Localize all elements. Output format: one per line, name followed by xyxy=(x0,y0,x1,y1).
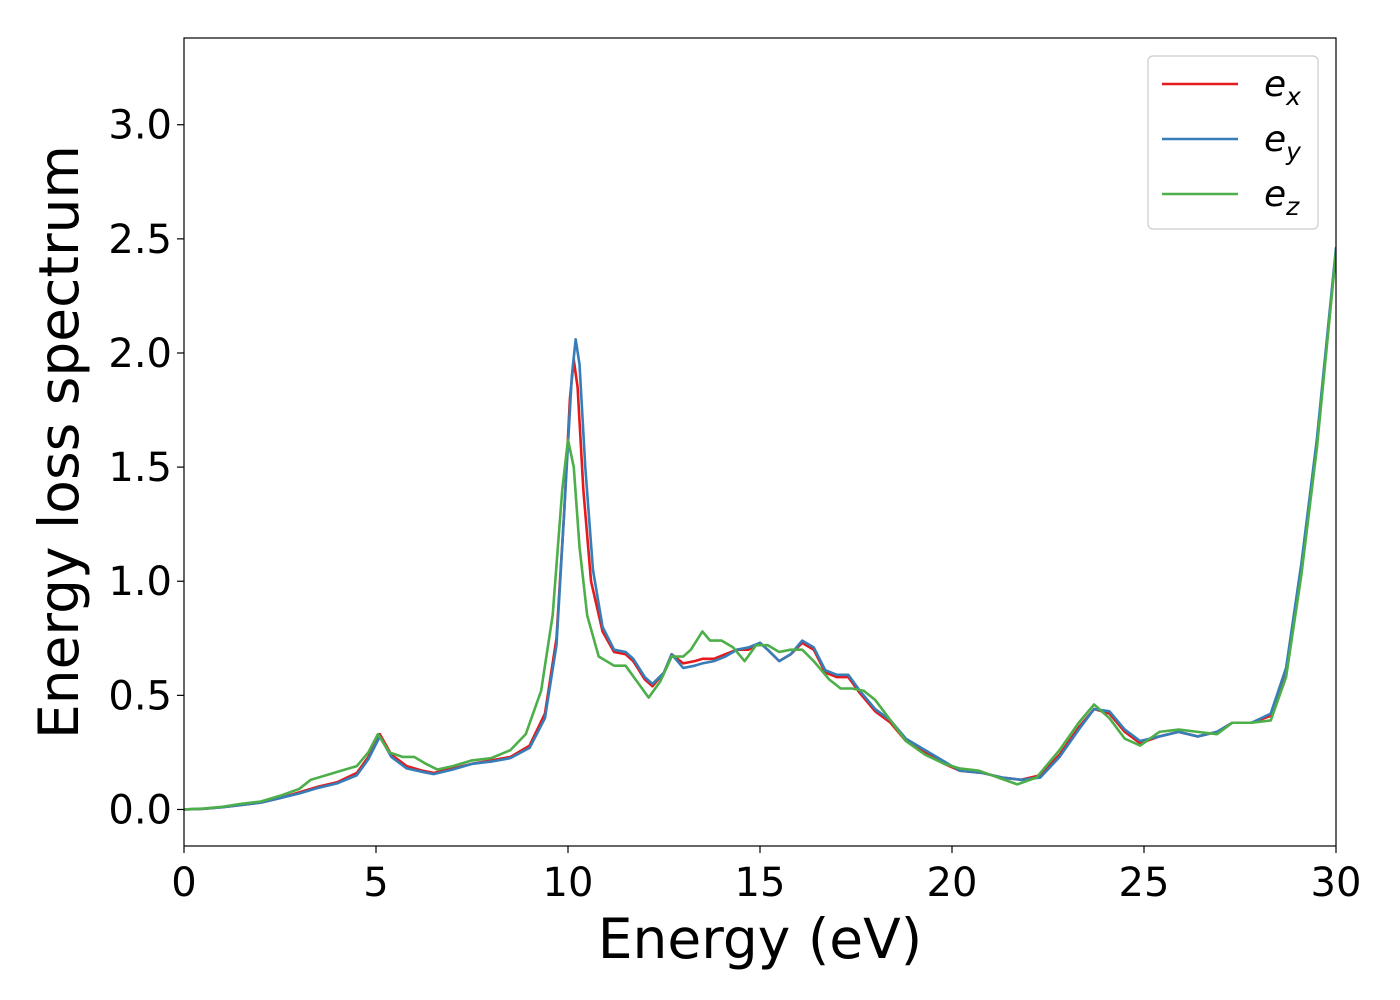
x-tick-label: 25 xyxy=(1119,860,1170,906)
y-tick-label: 1.0 xyxy=(108,559,172,605)
series-layer xyxy=(184,246,1336,811)
y-tick-label: 0.5 xyxy=(108,673,172,719)
y-tick-label: 2.5 xyxy=(108,217,172,263)
x-tick-label: 20 xyxy=(927,860,978,906)
x-tick-label: 5 xyxy=(363,860,388,906)
series-line-y xyxy=(184,246,1336,811)
x-axis-label: Energy (eV) xyxy=(598,907,922,971)
x-axis-ticks: 0 5 10 15 20 25 30 xyxy=(171,846,1361,906)
y-axis-label: Energy loss spectrum xyxy=(27,145,91,739)
x-tick-label: 15 xyxy=(735,860,786,906)
y-axis-ticks: 0.0 0.5 1.0 1.5 2.0 2.5 3.0 xyxy=(108,103,184,833)
y-tick-label: 3.0 xyxy=(108,103,172,149)
series-line-z xyxy=(184,251,1336,811)
x-tick-label: 30 xyxy=(1311,860,1362,906)
x-tick-label: 10 xyxy=(543,860,594,906)
x-tick-label: 0 xyxy=(171,860,196,906)
y-tick-label: 0.0 xyxy=(108,787,172,833)
y-tick-label: 1.5 xyxy=(108,445,172,491)
legend-box xyxy=(1147,55,1319,230)
y-tick-label: 2.0 xyxy=(108,331,172,377)
